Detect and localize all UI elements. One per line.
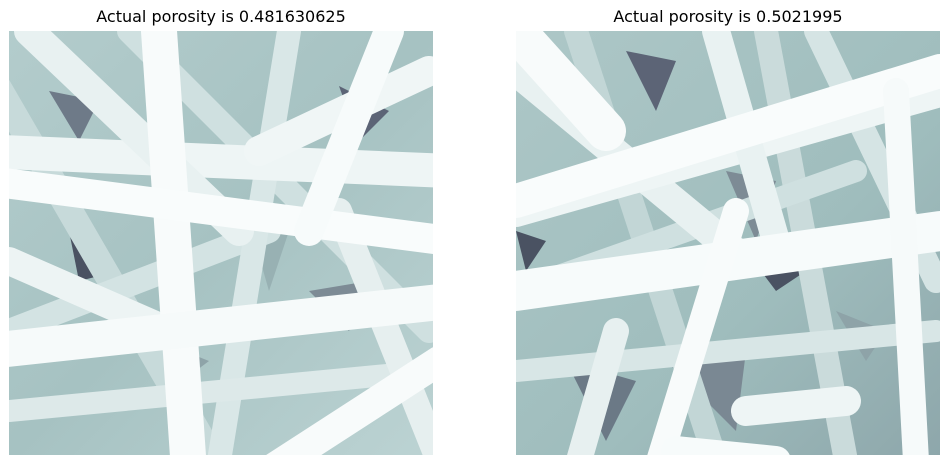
left-fiber-image	[9, 31, 433, 455]
right-panel-title: Actual porosity is 0.5021995	[613, 7, 843, 26]
left-panel: Actual porosity is 0.481630625	[9, 0, 433, 465]
right-panel: Actual porosity is 0.5021995	[516, 0, 940, 465]
left-panel-title: Actual porosity is 0.481630625	[96, 7, 346, 26]
right-fiber-image	[516, 31, 940, 455]
